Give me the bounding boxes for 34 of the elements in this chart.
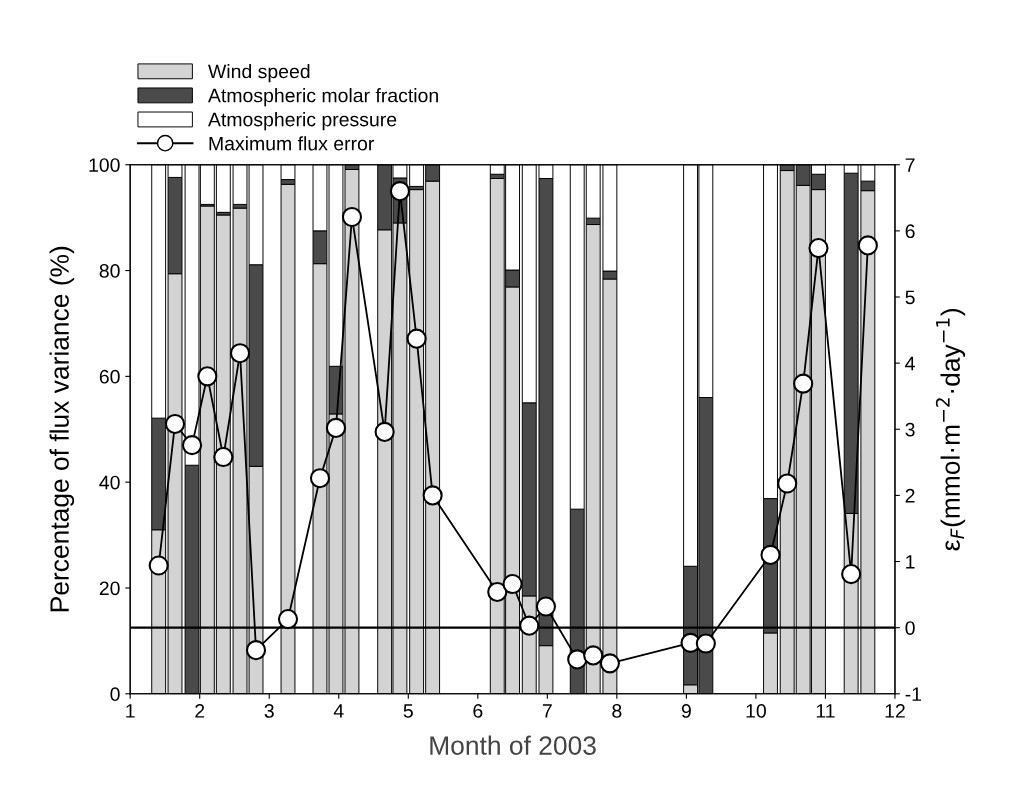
y-axis-title: Percentage of flux variance (%) bbox=[49, 246, 75, 612]
y2-tick-label: 3 bbox=[905, 422, 915, 437]
x-tick-label: 3 bbox=[264, 704, 274, 718]
y2-axis-title: ε$_{F}$(mmol·m$^{−2}$·day$^{−1}$) bbox=[935, 309, 966, 551]
y-tick-label: 20 bbox=[99, 581, 120, 596]
y-tick-label: 80 bbox=[99, 264, 120, 278]
y-tick-label: 40 bbox=[99, 475, 120, 490]
x-tick-label: 5 bbox=[403, 704, 413, 718]
legend-label: Atmospheric molar fraction bbox=[207, 88, 438, 107]
y-tick-label: 100 bbox=[89, 158, 120, 172]
x-tick-label: 4 bbox=[333, 704, 344, 718]
y2-tick-label: 7 bbox=[905, 158, 915, 172]
x-axis-title: Month of 2003 bbox=[430, 735, 596, 755]
x-tick-label: 7 bbox=[542, 704, 552, 718]
y2-tick-label: 1 bbox=[906, 555, 915, 569]
x-tick-label: 9 bbox=[681, 704, 691, 718]
y-tick-label: 0 bbox=[110, 687, 120, 702]
y2-tick-label: -1 bbox=[905, 687, 922, 701]
x-tick-label: 12 bbox=[885, 704, 905, 718]
y2-tick-label: 0 bbox=[905, 621, 915, 635]
y2-tick-label: 4 bbox=[905, 356, 915, 371]
y-tick-label: 60 bbox=[99, 369, 120, 384]
y2-tick-label: 6 bbox=[905, 224, 915, 239]
x-tick-label: 1 bbox=[126, 704, 135, 718]
x-tick-label: 2 bbox=[195, 704, 205, 718]
x-tick-label: 6 bbox=[473, 704, 483, 718]
legend-label: Wind speed bbox=[208, 64, 310, 83]
y2-tick-label: 2 bbox=[905, 488, 915, 503]
legend-label: Atmospheric pressure bbox=[207, 112, 397, 131]
x-tick-label: 11 bbox=[816, 704, 835, 718]
legend-label: Maximum flux error bbox=[209, 136, 375, 151]
y2-tick-label: 5 bbox=[905, 290, 915, 305]
x-tick-label: 8 bbox=[612, 704, 622, 718]
x-tick-label: 10 bbox=[746, 704, 766, 718]
